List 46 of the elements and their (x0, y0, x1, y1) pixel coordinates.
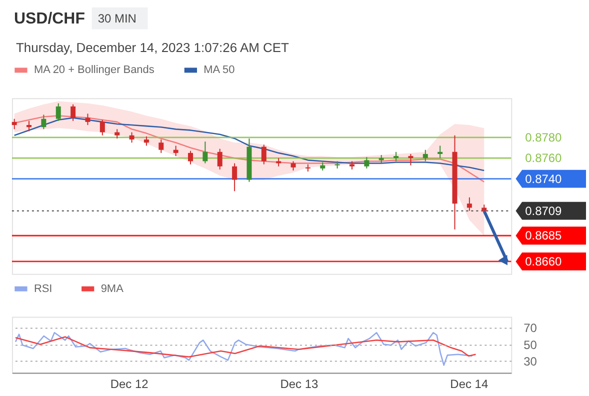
candlestick (114, 128, 120, 139)
chart-title: USD/CHF (14, 10, 86, 28)
candlestick (202, 141, 208, 164)
y-tick-label: 0.8685 (525, 228, 562, 243)
candlestick (56, 102, 61, 122)
candlestick (438, 145, 443, 159)
y-tick-label: 0.8740 (525, 172, 562, 186)
y-tick-label: 30 (524, 354, 538, 369)
y-tick-label: 0.8660 (525, 254, 562, 268)
legend-label: MA 20 + Bollinger Bands (34, 64, 155, 76)
legend-label: 9MA (100, 282, 124, 295)
x-tick-label: Dec 12 (110, 377, 149, 392)
y-tick-label: 50 (524, 338, 538, 352)
line-series (14, 332, 473, 366)
candlestick (217, 148, 222, 170)
candlestick (408, 153, 414, 166)
candlestick (173, 145, 178, 157)
candlestick (334, 160, 340, 169)
candlestick (100, 119, 105, 136)
candlestick (188, 150, 193, 165)
y-tick-label: 70 (524, 321, 538, 336)
legend-label: RSI (34, 282, 52, 295)
candlestick (422, 149, 428, 162)
candlestick (12, 118, 17, 130)
x-tick-label: Dec 13 (280, 377, 319, 392)
y-tick-label: 0.8780 (525, 130, 562, 144)
candlestick (26, 120, 32, 132)
chart-subtitle: Thursday, December 14, 2023 1:07:26 AM CET (16, 40, 290, 56)
legend-label: MA 50 (204, 64, 235, 76)
candlestick (394, 151, 399, 162)
candlestick (466, 196, 472, 212)
candlestick (129, 132, 134, 144)
candlestick (364, 156, 370, 169)
line-series (14, 336, 476, 358)
candlestick (70, 104, 76, 122)
candlestick (261, 144, 266, 165)
text: 30 MIN (98, 11, 136, 26)
y-tick-label: 0.8760 (525, 151, 562, 166)
y-tick-label: 0.8709 (525, 204, 562, 218)
candlestick (41, 114, 46, 130)
candlestick (144, 136, 149, 146)
x-tick-label: Dec 14 (450, 377, 488, 392)
candlestick (232, 162, 238, 192)
candlestick (158, 139, 164, 154)
candlestick (290, 160, 296, 172)
candlestick (85, 113, 90, 126)
